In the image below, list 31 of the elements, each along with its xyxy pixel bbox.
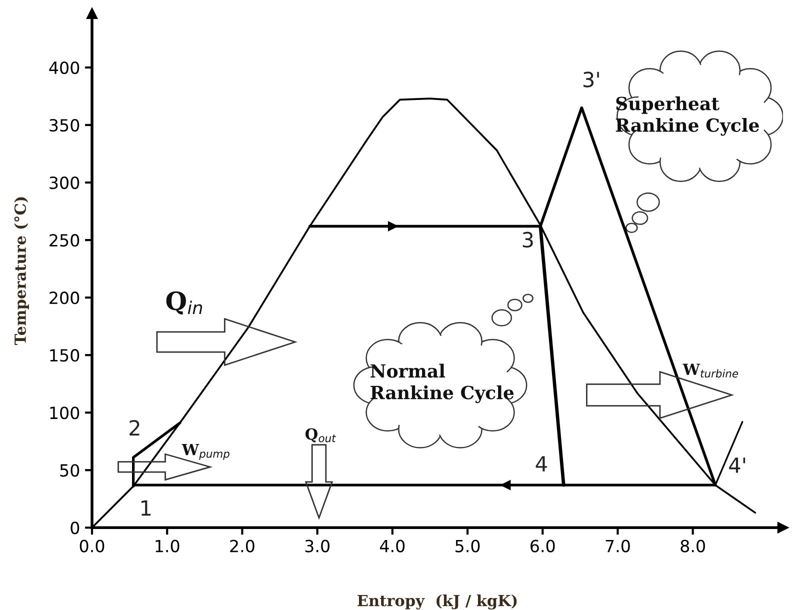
y-tick-label: 350 (50, 118, 80, 132)
y-axis-title: Temperature (°C) (14, 197, 29, 346)
y-tick-label: 250 (50, 234, 80, 247)
x-tick-label: 3.0 (305, 540, 330, 552)
y-tick-label: 400 (49, 61, 80, 74)
y-tick-label: 200 (50, 292, 80, 304)
y-tick-label: 50 (60, 464, 80, 477)
x-axis-title: Entropy (kJ / kgK) (358, 594, 517, 610)
annotation: W$_{pump}$ (182, 444, 230, 460)
x-tick-label: 8.0 (680, 540, 705, 552)
x-tick-label: 0.0 (80, 540, 104, 552)
annotation: 2 (130, 420, 140, 436)
annotation: 4' (729, 458, 746, 473)
x-tick-label: 6.0 (530, 540, 555, 552)
x-tick-label: 4.0 (380, 540, 405, 552)
x-tick-label: 7.0 (606, 540, 630, 552)
x-tick-label: 5.0 (456, 540, 480, 552)
annotation: 1 (141, 500, 151, 516)
annotation: Q$_{out}$ (305, 428, 336, 442)
annotation: Q$_{in}$ (166, 291, 202, 314)
x-tick-label: 1.0 (156, 540, 180, 552)
annotation: 3' (583, 72, 599, 88)
x-tick-label: 2.0 (230, 540, 254, 552)
y-tick-label: 0 (70, 522, 80, 534)
annotation: Normal Rankine Cycle (370, 364, 514, 404)
y-tick-label: 100 (50, 406, 80, 420)
annotation: W$_{turbine}$ (682, 364, 738, 378)
y-tick-label: 150 (50, 349, 80, 362)
y-tick-label: 300 (50, 176, 80, 190)
annotation: 4 (536, 456, 547, 472)
annotation: 3 (522, 232, 533, 248)
